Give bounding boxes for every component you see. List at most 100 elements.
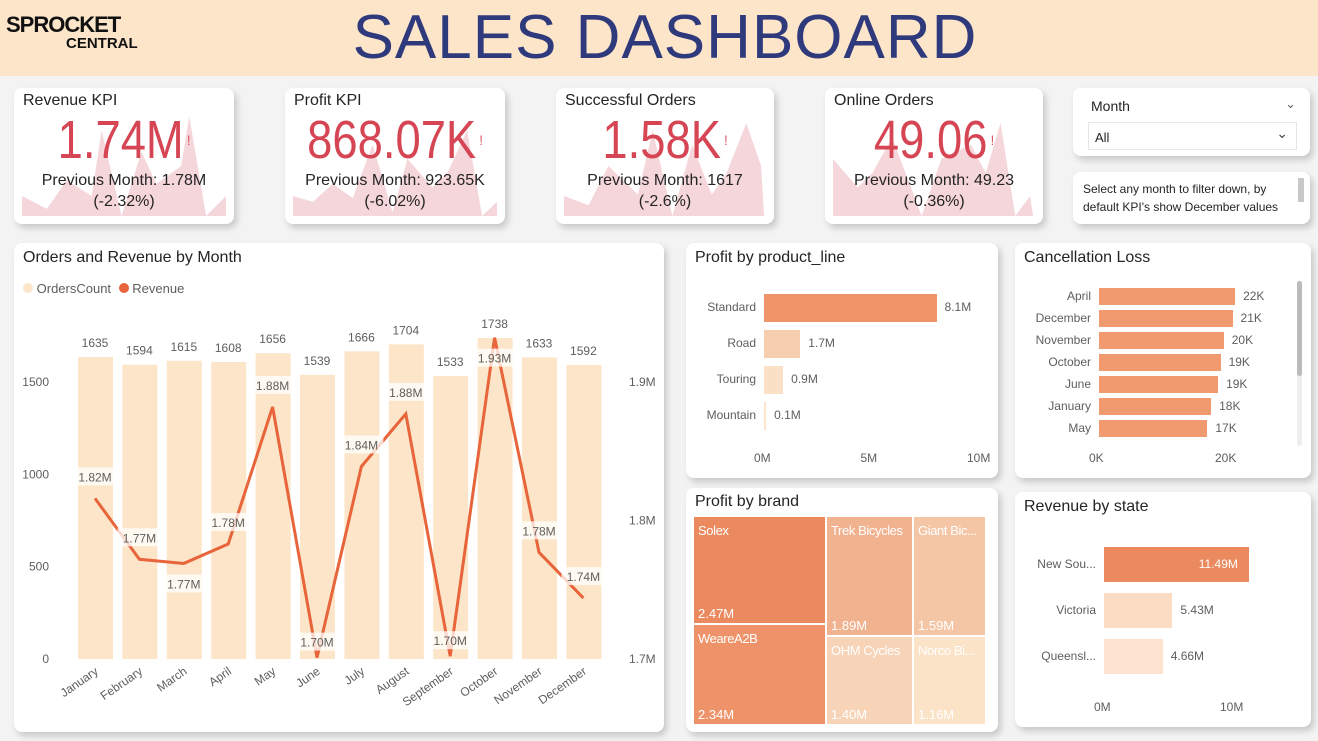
- alert-icon: !: [724, 132, 728, 148]
- category-label: Touring: [716, 372, 756, 386]
- revenue-label-bg: [428, 631, 473, 650]
- chart-title: Cancellation Loss: [1024, 249, 1151, 266]
- kpi-card-successful-orders: Successful Orders 1.58K! Previous Month: 1…: [556, 88, 774, 224]
- treemap-tile[interactable]: OHM Cycles 1.40M: [826, 636, 913, 725]
- orders-label: 1666: [348, 330, 375, 344]
- revenue-label: 1.82M: [78, 470, 111, 484]
- y-right-tick: 1.7M: [629, 652, 656, 666]
- treemap-tile[interactable]: WeareA2B 2.34M: [693, 624, 826, 725]
- scrollbar[interactable]: [1298, 178, 1304, 202]
- bar[interactable]: [1099, 288, 1236, 305]
- info-note: Select any month to filter down, by defa…: [1073, 172, 1310, 224]
- revenue-line: [93, 337, 585, 658]
- kpi-value: 1.74M!: [57, 110, 191, 170]
- orders-bar[interactable]: [78, 357, 113, 659]
- chevron-down-icon: ⌄: [1276, 125, 1288, 141]
- kpi-sparkline: [22, 116, 226, 216]
- category-label: May: [1068, 420, 1091, 435]
- revenue-label-bg: [339, 435, 384, 454]
- data-label: 11.49M: [1198, 556, 1238, 571]
- orders-bar[interactable]: [255, 353, 291, 659]
- orders-label: 1738: [481, 317, 508, 331]
- kpi-sparkline: [293, 130, 497, 216]
- bar[interactable]: [1099, 354, 1221, 371]
- brand-value: 1.59M: [918, 618, 955, 633]
- revenue-label-bg: [383, 382, 428, 401]
- data-label: 0.9M: [791, 372, 818, 386]
- orders-bar[interactable]: [166, 360, 202, 659]
- treemap-tile[interactable]: Solex 2.47M: [693, 516, 826, 624]
- brand-name: Trek Bicycles: [831, 523, 903, 538]
- x-tick-label: June: [293, 664, 323, 691]
- dropdown-value: All: [1095, 130, 1110, 145]
- orders-bar[interactable]: [344, 351, 380, 659]
- treemap-tile[interactable]: Trek Bicycles 1.89M: [826, 516, 913, 636]
- bar[interactable]: [1099, 376, 1219, 393]
- revenue-label-bg: [73, 467, 117, 486]
- orders-bar[interactable]: [300, 374, 335, 659]
- revenue-label: 1.84M: [345, 438, 378, 452]
- kpi-change: (-2.6%): [638, 193, 692, 210]
- bar[interactable]: [1104, 639, 1163, 674]
- kpi-value: 868.07K!: [307, 110, 483, 170]
- orders-bar[interactable]: [122, 364, 158, 659]
- scrollbar-thumb[interactable]: [1297, 281, 1302, 376]
- category-label: January: [1048, 398, 1091, 413]
- y-left-tick: 1500: [22, 375, 49, 389]
- orders-bar[interactable]: [522, 357, 557, 659]
- bar[interactable]: [764, 330, 801, 358]
- revenue-label: 1.88M: [389, 386, 422, 400]
- y-right-tick: 1.9M: [629, 375, 656, 389]
- bar[interactable]: [1099, 420, 1208, 437]
- bar[interactable]: [1104, 547, 1249, 582]
- data-label: 4.66M: [1170, 648, 1205, 663]
- orders-label: 1592: [570, 344, 597, 358]
- x-tick-label: 10M: [1220, 700, 1244, 714]
- category-label: November: [1035, 332, 1091, 347]
- bar[interactable]: [764, 366, 784, 394]
- x-tick-label: April: [206, 664, 234, 689]
- brand-value: 1.40M: [831, 707, 868, 722]
- orders-bar[interactable]: [477, 338, 513, 659]
- x-tick-label: May: [252, 664, 279, 688]
- category-label: June: [1064, 376, 1091, 391]
- brand-value: 1.89M: [831, 618, 868, 633]
- orders-bar[interactable]: [211, 362, 247, 659]
- x-tick-label: 10M: [967, 451, 991, 465]
- bar[interactable]: [764, 294, 937, 322]
- treemap-tile[interactable]: Norco Bi... 1.16M: [913, 636, 986, 725]
- sparkline-area: [833, 123, 1034, 216]
- bar[interactable]: [1099, 332, 1224, 349]
- kpi-label: Successful Orders: [565, 92, 696, 109]
- chart-title: Profit by product_line: [695, 249, 846, 266]
- data-label: 8.1M: [944, 300, 972, 314]
- brand-value: 2.47M: [698, 606, 735, 621]
- bar[interactable]: [1099, 398, 1212, 415]
- category-label: Queensl...: [1041, 648, 1096, 663]
- chart-title: Revenue by state: [1024, 498, 1149, 515]
- alert-icon: !: [479, 132, 483, 148]
- bar[interactable]: [1104, 593, 1173, 628]
- x-tick-label: 5M: [860, 451, 878, 465]
- kpi-previous: Previous Month: 1.78M (-2.32%): [14, 170, 234, 212]
- category-label: New Sou...: [1037, 556, 1096, 571]
- kpi-label: Online Orders: [834, 92, 934, 109]
- bar[interactable]: [1099, 310, 1233, 327]
- data-label: 5.43M: [1180, 602, 1214, 617]
- data-label: 18K: [1219, 398, 1241, 413]
- orders-bar[interactable]: [566, 365, 602, 659]
- kpi-value: 1.58K!: [602, 110, 728, 170]
- revenue-label-bg: [161, 574, 206, 593]
- chevron-down-icon[interactable]: ⌄: [1285, 96, 1296, 111]
- data-label: 17K: [1215, 420, 1237, 435]
- treemap-tile[interactable]: Giant Bic... 1.59M: [913, 516, 986, 636]
- kpi-previous: Previous Month: 923.65K (-6.02%): [285, 170, 505, 212]
- kpi-sparkline: [564, 123, 765, 216]
- bar[interactable]: [764, 402, 767, 430]
- month-dropdown[interactable]: All ⌄: [1088, 122, 1297, 150]
- kpi-sparkline: [833, 123, 1034, 216]
- brand-name: OHM Cycles: [831, 643, 900, 658]
- scrollbar-track[interactable]: [1297, 281, 1302, 446]
- orders-bar[interactable]: [433, 375, 469, 659]
- month-slicer[interactable]: Month ⌄ All ⌄: [1073, 88, 1310, 156]
